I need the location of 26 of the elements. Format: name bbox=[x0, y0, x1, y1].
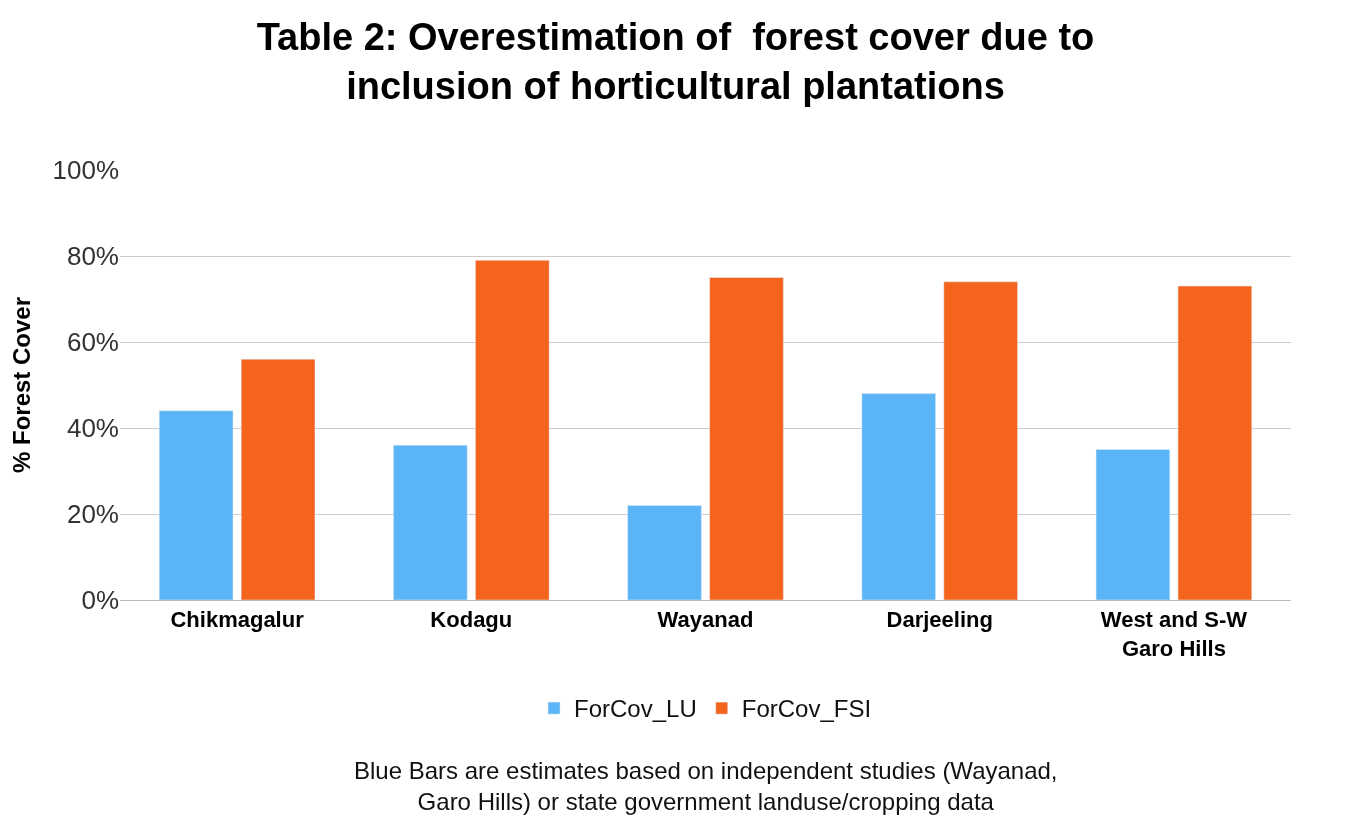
y-tick-label: 40% bbox=[66, 413, 119, 444]
y-tick-label: 100% bbox=[52, 155, 119, 186]
bar bbox=[240, 358, 316, 600]
bar bbox=[943, 281, 1018, 600]
y-tick-label: 60% bbox=[66, 327, 119, 358]
bar bbox=[475, 260, 550, 600]
x-tick-label: Darjeeling bbox=[886, 607, 993, 633]
x-tick-label: Chikmagalur bbox=[170, 607, 305, 633]
y-tick-label: 0% bbox=[81, 585, 119, 616]
y-tick-label: 20% bbox=[66, 499, 119, 530]
bar bbox=[861, 393, 936, 600]
bar bbox=[1095, 449, 1171, 600]
y-axis-title: % Forest Cover bbox=[7, 296, 35, 474]
chart-title: Table 2: Overestimation of forest cover due to inclusion of horticultural plantations bbox=[256, 15, 1095, 108]
y-tick-label: 80% bbox=[66, 241, 119, 272]
x-tick-label: Kodagu bbox=[430, 607, 513, 633]
bar bbox=[393, 444, 468, 600]
x-tick-label: Wayanad bbox=[657, 607, 754, 633]
bar bbox=[627, 505, 702, 600]
bar bbox=[709, 277, 784, 600]
bar bbox=[1177, 285, 1253, 600]
legend-label: ForCov_FSI bbox=[741, 695, 872, 723]
legend-label: ForCov_LU bbox=[574, 695, 697, 723]
text: Blue Bars are estimates based on independent studies (Wayanad, Garo Hills) or state government landuse/cropping data bbox=[354, 757, 1058, 816]
x-tick-label: West and S-W Garo Hills bbox=[1100, 607, 1248, 661]
bar bbox=[158, 410, 234, 600]
